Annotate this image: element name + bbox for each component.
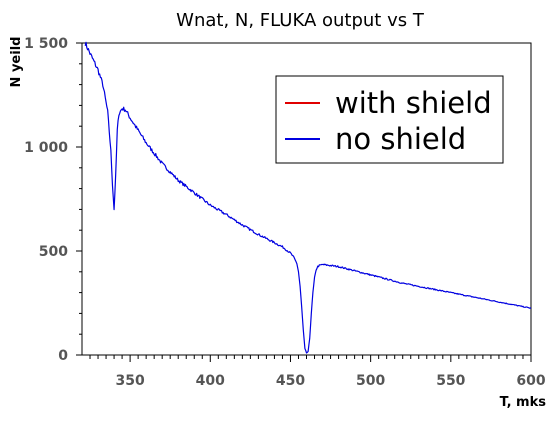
y-axis-label: N yeild	[9, 37, 24, 88]
legend-box	[275, 75, 504, 164]
series-line-no-shield	[84, 41, 532, 354]
x-tick-label: 550	[436, 373, 465, 389]
x-tick-label: 350	[115, 373, 144, 389]
x-tick-label: 450	[276, 373, 305, 389]
legend-label: with shield	[335, 86, 492, 120]
y-tick-label: 1 000	[24, 140, 68, 156]
x-axis-label: T, mks	[500, 395, 547, 410]
x-tick-label: 400	[196, 373, 225, 389]
legend-label: no shield	[335, 122, 466, 156]
chart-title: Wnat, N, FLUKA output vs T	[176, 10, 425, 31]
x-tick-label: 600	[516, 373, 545, 389]
y-tick-label: 0	[58, 348, 68, 364]
y-tick-label: 1 500	[24, 36, 68, 52]
y-tick-label: 500	[39, 244, 68, 260]
x-tick-label: 500	[356, 373, 385, 389]
plot-series	[84, 41, 532, 354]
axis-ticks: 0 500 1 000 1 500 350 400 450 500 550 600	[24, 36, 546, 389]
